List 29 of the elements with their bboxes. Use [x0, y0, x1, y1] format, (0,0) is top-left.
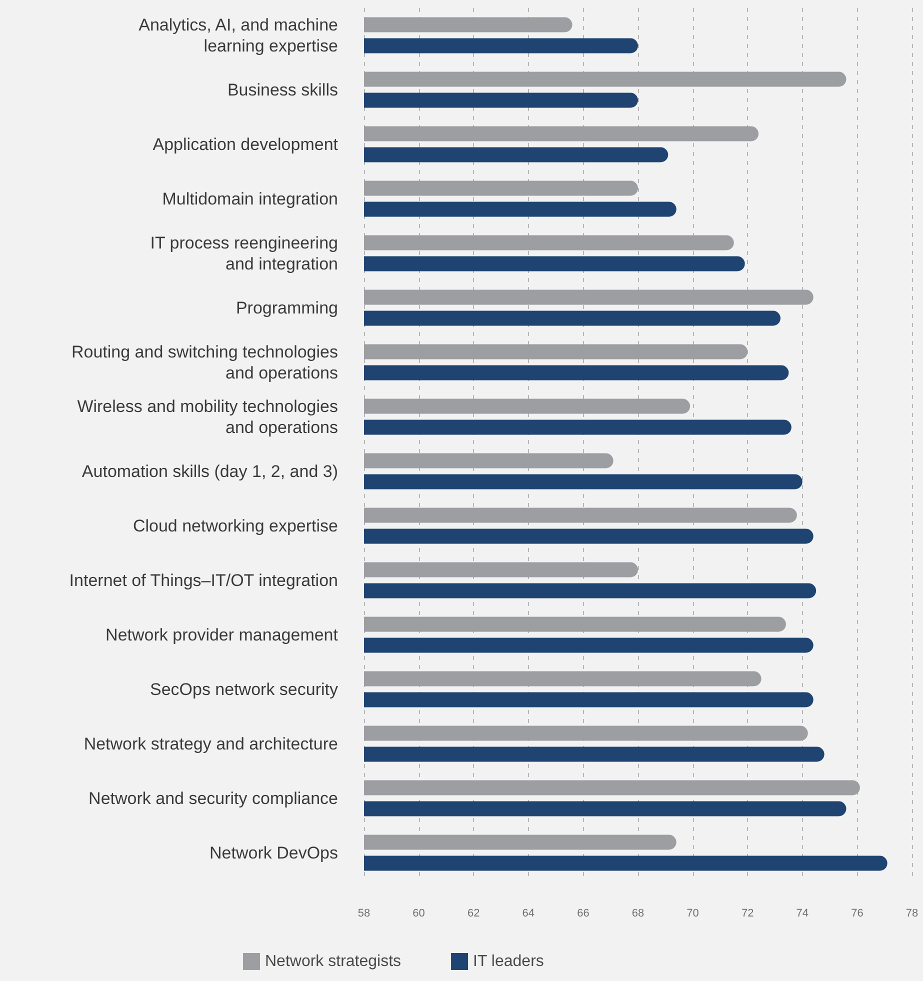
x-tick-label: 70 — [686, 908, 699, 920]
y-tick-label: Network strategy and architecture — [84, 734, 338, 754]
x-tick-label: 72 — [741, 908, 754, 920]
x-tick-label: 76 — [851, 908, 864, 920]
x-tick-label: 66 — [577, 908, 590, 920]
y-tick-label: Network DevOps — [210, 843, 338, 862]
x-tick-label: 74 — [796, 908, 809, 920]
legend-label: Network strategists — [265, 953, 402, 970]
y-tick-label: Network provider management — [106, 625, 338, 644]
x-tick-label: 58 — [358, 908, 370, 920]
y-tick-label: SecOps network security — [150, 680, 338, 699]
y-tick-label: Wireless and mobility technologies and operations — [77, 396, 338, 437]
y-tick-label: Automation skills (day 1, 2, and 3) — [82, 462, 338, 481]
x-tick-label: 78 — [906, 908, 918, 920]
y-tick-label: Application development — [152, 134, 338, 154]
y-tick-label: Business skills — [227, 80, 338, 100]
x-tick-label: 60 — [412, 908, 425, 920]
x-tick-label: 68 — [632, 908, 644, 920]
y-tick-label: Internet of Things–IT/OT integration — [69, 570, 338, 590]
y-tick-label: Analytics, AI, and machine learning expertise — [138, 15, 338, 56]
y-tick-label: IT process reengineering and integration — [150, 233, 338, 274]
x-tick-label: 62 — [467, 908, 480, 920]
y-tick-label: Multidomain integration — [162, 189, 338, 208]
y-tick-label: Routing and switching technologies and operations — [71, 342, 338, 382]
legend-label: IT leaders — [473, 953, 544, 970]
y-tick-label: Programming — [236, 298, 338, 318]
y-tick-label: Cloud networking expertise — [132, 516, 338, 536]
y-tick-label: Network and security compliance — [88, 788, 338, 808]
x-tick-label: 64 — [522, 908, 535, 920]
